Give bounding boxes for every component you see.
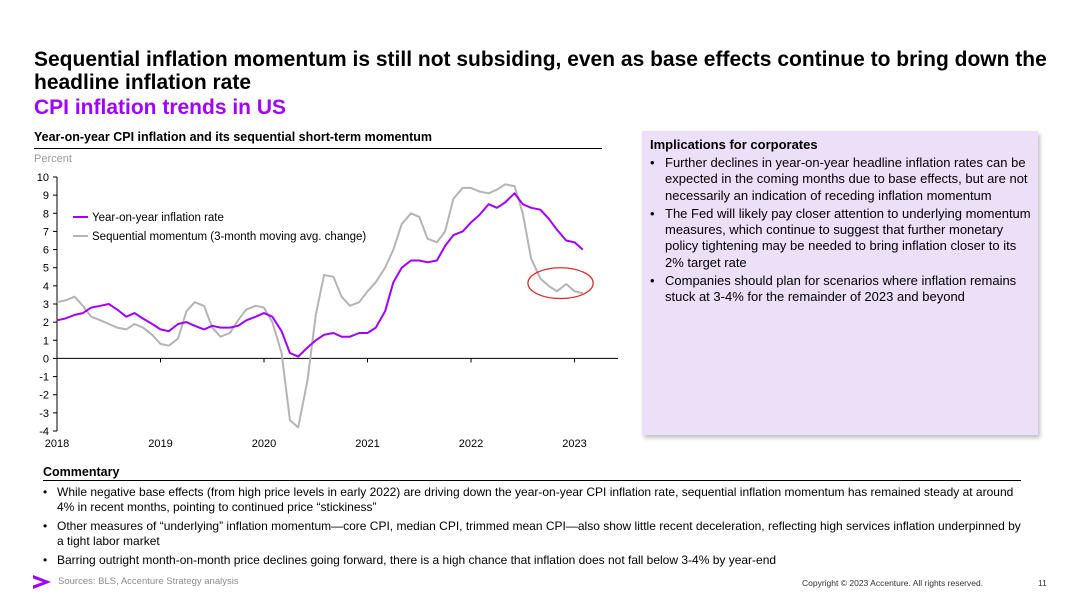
commentary-item: While negative base effects (from high p…	[43, 485, 1028, 514]
y-tick-label: -4	[39, 426, 49, 438]
implications-list: Further declines in year-on-year headlin…	[650, 155, 1032, 308]
implication-item: The Fed will likely pay closer attention…	[650, 206, 1032, 271]
implications-panel: Implications for corporates Further decl…	[642, 131, 1038, 435]
y-tick-label: -2	[39, 390, 49, 402]
implications-title: Implications for corporates	[650, 137, 818, 152]
yoy-inflation-line	[56, 192, 584, 358]
legend-label: Year-on-year inflation rate	[92, 212, 224, 224]
implication-item: Companies should plan for scenarios wher…	[650, 273, 1032, 306]
commentary-list: While negative base effects (from high p…	[43, 485, 1028, 573]
x-tick-label: 2018	[45, 438, 69, 450]
y-tick-label: 0	[43, 353, 49, 365]
chart-heading: Year-on-year CPI inflation and its seque…	[34, 130, 602, 149]
sequential-momentum-line	[56, 183, 584, 429]
y-tick-label: 10	[37, 172, 49, 184]
x-tick-label: 2021	[355, 438, 379, 450]
y-tick-label: 6	[43, 245, 49, 257]
y-tick-label: 9	[43, 190, 49, 202]
x-tick-label: 2023	[562, 438, 586, 450]
cpi-line-chart: -4 -3 -2 -1 0 1 2 3 4 5 6 7 8 9 10 2018 2019 2020 2021 2022…	[37, 172, 618, 450]
y-tick-label: 1	[43, 335, 49, 347]
highlight-circle	[527, 267, 594, 300]
slide-title: Sequential inflation momentum is still n…	[34, 48, 1047, 94]
y-tick-label: -1	[39, 372, 49, 384]
commentary-title: Commentary	[43, 465, 1021, 481]
y-tick-label: 5	[43, 263, 49, 275]
copyright-note: Copyright © 2023 Accenture. All rights r…	[802, 578, 984, 588]
y-tick-label: -3	[39, 408, 49, 420]
accenture-logo-icon	[33, 575, 51, 589]
commentary-item: Barring outright month-on-month price de…	[43, 553, 1028, 568]
y-tick-label: 2	[43, 317, 49, 329]
y-tick-label: 4	[43, 281, 49, 293]
y-tick-label: 7	[43, 226, 49, 238]
y-unit-label: Percent	[34, 153, 72, 165]
sources-note: Sources: BLS, Accenture Strategy analysi…	[58, 576, 239, 587]
x-tick-label: 2019	[148, 438, 172, 450]
legend-label: Sequential momentum (3-month moving avg.…	[92, 231, 366, 243]
implication-item: Further declines in year-on-year headlin…	[650, 155, 1032, 204]
page-number: 11	[1038, 578, 1047, 588]
commentary-item: Other measures of “underlying” inflation…	[43, 519, 1028, 548]
x-tick-label: 2020	[252, 438, 276, 450]
y-tick-label: 8	[43, 208, 49, 220]
slide-subtitle: CPI inflation trends in US	[34, 96, 287, 119]
y-tick-label: 3	[43, 299, 49, 311]
x-tick-label: 2022	[459, 438, 483, 450]
